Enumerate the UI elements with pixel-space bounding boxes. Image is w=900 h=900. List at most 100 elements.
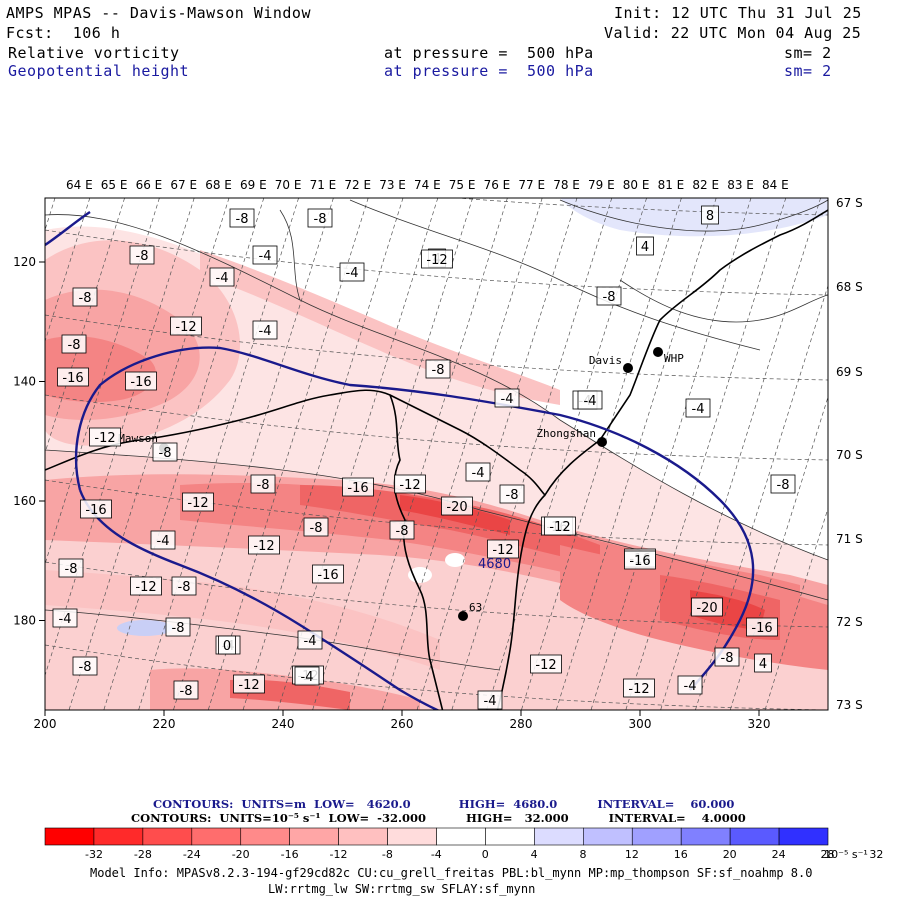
- y-tick-label: 180: [13, 614, 36, 628]
- station-label: Mawson: [118, 432, 158, 445]
- vorticity-label: -16: [125, 371, 157, 391]
- svg-text:-12: -12: [94, 431, 115, 446]
- svg-text:-4: -4: [59, 612, 72, 627]
- colorbar-segment: [387, 827, 437, 846]
- field2-sm: sm= 2: [784, 62, 832, 80]
- lon-label: 75 E: [448, 178, 476, 192]
- svg-text:-12: -12: [135, 580, 156, 595]
- svg-text:-12: -12: [426, 253, 447, 268]
- vorticity-label: 0: [218, 635, 236, 655]
- svg-text:-4: -4: [259, 249, 272, 264]
- colorbar-segment: [240, 827, 290, 846]
- svg-text:-16: -16: [347, 481, 368, 496]
- svg-text:-8: -8: [178, 580, 191, 595]
- svg-text:0: 0: [223, 639, 231, 654]
- vorticity-label: -8: [152, 442, 178, 462]
- colorbar-segment: [44, 827, 95, 846]
- vorticity-label: -12: [544, 516, 576, 536]
- vorticity-label: -4: [494, 388, 520, 408]
- vorticity-label: -8: [173, 680, 199, 700]
- axes: 200 220 240 260 280 300 320 120 140 160 180: [13, 255, 770, 731]
- vorticity-label: -8: [307, 208, 333, 228]
- svg-text:-4: -4: [216, 271, 229, 286]
- svg-text:-8: -8: [236, 212, 249, 227]
- lat-label: 70 S: [836, 448, 863, 462]
- svg-text:-12: -12: [187, 496, 208, 511]
- colorbar-tick-label: -12: [329, 848, 348, 861]
- svg-text:-12: -12: [175, 320, 196, 335]
- vorticity-label: -4: [150, 530, 176, 550]
- colorbar-segment: [93, 827, 144, 846]
- svg-text:-8: -8: [257, 478, 270, 493]
- x-tick-label: 280: [510, 717, 533, 731]
- svg-text:-4: -4: [472, 466, 485, 481]
- lat-label: 73 S: [836, 698, 863, 712]
- svg-text:-4: -4: [684, 679, 697, 694]
- vorticity-label: -12: [233, 674, 265, 694]
- y-tick-label: 160: [13, 494, 36, 508]
- vorticity-label: -12: [623, 678, 655, 698]
- vorticity-label: -12: [487, 539, 519, 559]
- colorbar-segment: [534, 827, 584, 846]
- svg-text:-20: -20: [696, 601, 717, 616]
- lat-label: 67 S: [836, 196, 863, 210]
- svg-text:-12: -12: [238, 678, 259, 693]
- svg-text:-8: -8: [159, 446, 172, 461]
- lon-label: 84 E: [762, 178, 789, 192]
- station-dot: [653, 347, 663, 357]
- lon-label: 79 E: [588, 178, 615, 192]
- vorticity-label: -20: [441, 496, 473, 516]
- lon-label: 74 E: [414, 178, 441, 192]
- colorbar-segment: [680, 827, 731, 846]
- vorticity-label: -12: [248, 535, 280, 555]
- model-info-line2: LW:rrtmg_lw SW:rrtmg_sw SFLAY:sf_mynn: [268, 882, 536, 896]
- lat-label: 69 S: [836, 365, 863, 379]
- vorticity-label: -20: [691, 597, 723, 617]
- svg-text:-4: -4: [259, 324, 272, 339]
- vorticity-label: -12: [394, 474, 426, 494]
- svg-text:-16: -16: [62, 371, 83, 386]
- colorbar-tick-label: 28: [820, 848, 835, 861]
- svg-text:-12: -12: [253, 539, 274, 554]
- svg-text:-16: -16: [317, 568, 338, 583]
- colorbar-segment: [778, 827, 829, 846]
- vorticity-label: -12: [89, 427, 121, 447]
- vorticity-label: -8: [72, 656, 98, 676]
- vorticity-label: -16: [624, 550, 656, 570]
- colorbar-tick-label: 4: [530, 848, 538, 861]
- lon-label: 69 E: [240, 178, 267, 192]
- vorticity-label: -4: [465, 462, 491, 482]
- colorbar-segment: [583, 827, 633, 846]
- field2-level: at pressure = 500 hPa: [384, 62, 594, 80]
- station-markers: Davis WHP Zhongshan Mawson 63: [118, 347, 684, 621]
- svg-text:-8: -8: [603, 290, 616, 305]
- vorticity-label: -8: [303, 517, 329, 537]
- svg-text:-16: -16: [629, 554, 650, 569]
- svg-text:-8: -8: [777, 478, 790, 493]
- vorticity-label: -4: [294, 666, 320, 686]
- vorticity-label: -4: [297, 630, 323, 650]
- lon-label: 64 E: [66, 178, 93, 192]
- x-tick-label: 320: [748, 717, 771, 731]
- colorbar-segment: [289, 827, 339, 846]
- colorbar-tick-label: -24: [182, 848, 201, 861]
- svg-text:-8: -8: [172, 621, 185, 636]
- lon-label: 80 E: [622, 178, 650, 192]
- svg-text:-4: -4: [692, 402, 705, 417]
- colorbar-tick-label: 0: [481, 848, 489, 861]
- svg-text:-12: -12: [399, 478, 420, 493]
- plot-frame: [44, 197, 829, 711]
- svg-text:-4: -4: [304, 634, 317, 649]
- vorticity-label: -8: [250, 474, 276, 494]
- longitude-labels: 64 E 65 E 66 E 67 E 68 E 69 E 70 E 71 E 72 E 73 E…: [0, 178, 900, 194]
- lon-label: 73 E: [379, 178, 406, 192]
- coastline: [45, 209, 828, 710]
- colorbar-segment: [485, 827, 535, 846]
- station-label: 63: [469, 601, 482, 614]
- colorbar-segment: [729, 827, 780, 846]
- geopotential-height-contours: [45, 211, 755, 710]
- svg-text:-4: -4: [584, 394, 597, 409]
- svg-text:-8: -8: [65, 562, 78, 577]
- svg-text:-8: -8: [79, 291, 92, 306]
